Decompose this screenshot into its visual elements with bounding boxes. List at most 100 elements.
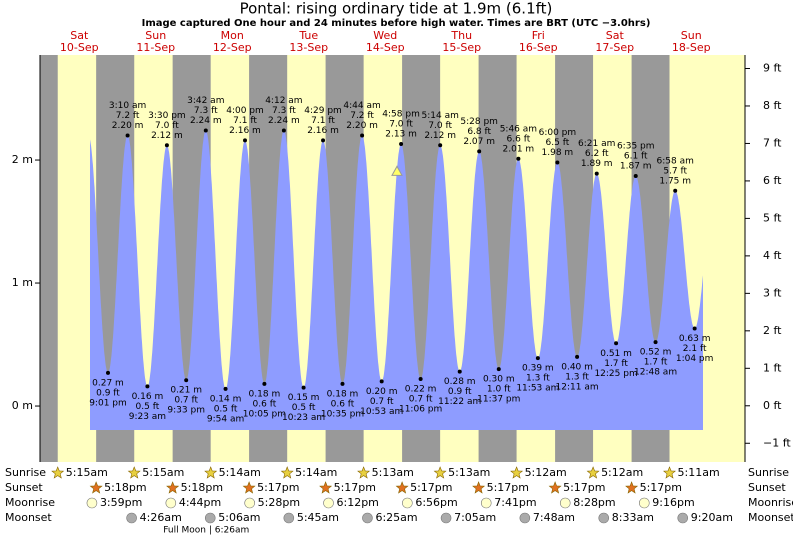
tide-label: 3:10 am (109, 101, 146, 111)
event-time: 5:17pm (563, 481, 605, 494)
day-name: Sun (145, 29, 166, 42)
event-time: 9:20am (691, 511, 733, 524)
day-name: Sat (70, 29, 89, 42)
tide-label: 0.27 m (92, 378, 124, 388)
moon-icon (165, 497, 177, 509)
tide-label: 4:29 pm (304, 106, 342, 116)
event-time: 6:12pm (337, 496, 379, 509)
tide-point (575, 354, 580, 359)
tide-label: 6.8 ft (467, 127, 491, 137)
tide-point (438, 143, 443, 148)
row-label: Sunset (748, 481, 786, 494)
sun-icon (472, 481, 486, 494)
tide-label: 0.7 ft (174, 396, 198, 406)
y2-tick-label: 4 ft (763, 249, 782, 262)
tide-label: 9:54 am (207, 414, 244, 424)
sun-icon (510, 466, 524, 479)
tide-label: 0.16 m (132, 392, 164, 402)
tide-label: 11:22 am (438, 397, 481, 407)
moon-icon (126, 512, 137, 524)
tide-label: 0.52 m (640, 348, 672, 358)
event-time: 5:28pm (258, 496, 300, 509)
tide-label: 10:53 am (360, 407, 403, 417)
tide-label: 0.7 ft (370, 397, 394, 407)
tide-point (535, 356, 540, 361)
moon-icon (598, 512, 610, 524)
tide-label: 7.3 ft (194, 106, 218, 116)
y2-tick-label: 9 ft (763, 61, 782, 74)
y-tick-label: 0 m (12, 399, 33, 412)
sun-icon (319, 481, 333, 494)
event-time: 5:17pm (257, 481, 299, 494)
tide-label: 7.1 ft (311, 116, 335, 126)
tide-label: 10:23 am (282, 413, 325, 423)
tide-label: 0.18 m (249, 389, 281, 399)
event-time: 6:25am (375, 511, 417, 524)
tide-label: 5.7 ft (663, 166, 687, 176)
tide-point (321, 138, 326, 143)
tide-label: 0.15 m (288, 393, 320, 403)
tide-point (379, 379, 384, 384)
tide-point (653, 340, 658, 345)
moon-icon (323, 497, 334, 509)
y2-tick-label: 5 ft (763, 211, 782, 224)
tide-point (145, 384, 150, 389)
event-time: 5:12am (525, 466, 567, 479)
tide-label: 6.2 ft (585, 149, 609, 159)
tide-point (614, 341, 619, 346)
y-tick-label: 1 m (12, 276, 33, 289)
event-time: 7:48am (533, 511, 575, 524)
tide-point (555, 160, 560, 165)
tide-point (340, 381, 345, 386)
tide-label: 0.6 ft (331, 399, 355, 409)
day-date: 13-Sep (289, 41, 328, 54)
tide-label: 1.87 m (620, 162, 652, 172)
day-name: Tue (298, 29, 318, 42)
tide-label: 11:06 pm (399, 404, 442, 414)
event-time: 5:15am (142, 466, 184, 479)
sun-icon (204, 466, 218, 479)
day-date: 16-Sep (519, 41, 558, 54)
chart-subtitle: Image captured One hour and 24 minutes b… (142, 18, 651, 29)
y2-tick-label: 1 ft (763, 361, 782, 374)
event-time: 6:56pm (415, 496, 457, 509)
tide-label: 12:48 am (634, 368, 677, 378)
tide-point (184, 378, 189, 383)
tide-label: 9:33 pm (167, 406, 205, 416)
event-time: 5:13am (372, 466, 414, 479)
event-time: 5:45am (297, 511, 339, 524)
day-date: 12-Sep (213, 41, 252, 54)
tide-label: 6:00 pm (539, 128, 577, 138)
event-time: 5:17pm (487, 481, 529, 494)
tide-point (633, 174, 638, 179)
row-label: Sunrise (748, 466, 789, 479)
sun-icon (663, 466, 676, 479)
tide-label: 0.5 ft (214, 404, 238, 414)
y2-tick-label: 0 ft (763, 399, 782, 412)
tide-label: 7.0 ft (155, 121, 179, 131)
moon-icon (402, 497, 413, 509)
tide-label: 2.01 m (503, 144, 535, 154)
day-name: Wed (373, 29, 397, 42)
tide-label: 0.18 m (327, 389, 359, 399)
event-time: 8:28pm (573, 496, 615, 509)
tide-label: 2.1 ft (683, 344, 707, 354)
tide-point (203, 128, 208, 133)
tide-label: 0.5 ft (136, 402, 160, 412)
event-time: 8:33am (612, 511, 654, 524)
tide-label: 9:23 am (129, 412, 166, 422)
current-marker (391, 165, 403, 176)
tide-label: 11:37 pm (477, 395, 520, 405)
event-time: 9:16pm (652, 496, 694, 509)
moon-icon (283, 512, 295, 524)
tide-point (477, 149, 482, 154)
tide-label: 0.20 m (366, 387, 398, 397)
tide-label: 0.9 ft (448, 387, 472, 397)
tide-label: 9:01 pm (89, 398, 127, 408)
tide-label: 0.51 m (600, 349, 632, 359)
event-time: 4:44pm (179, 496, 221, 509)
event-time: 4:26am (140, 511, 182, 524)
tide-label: 2.24 m (268, 116, 300, 126)
event-time: 5:18pm (181, 481, 223, 494)
event-time: 5:14am (295, 466, 337, 479)
